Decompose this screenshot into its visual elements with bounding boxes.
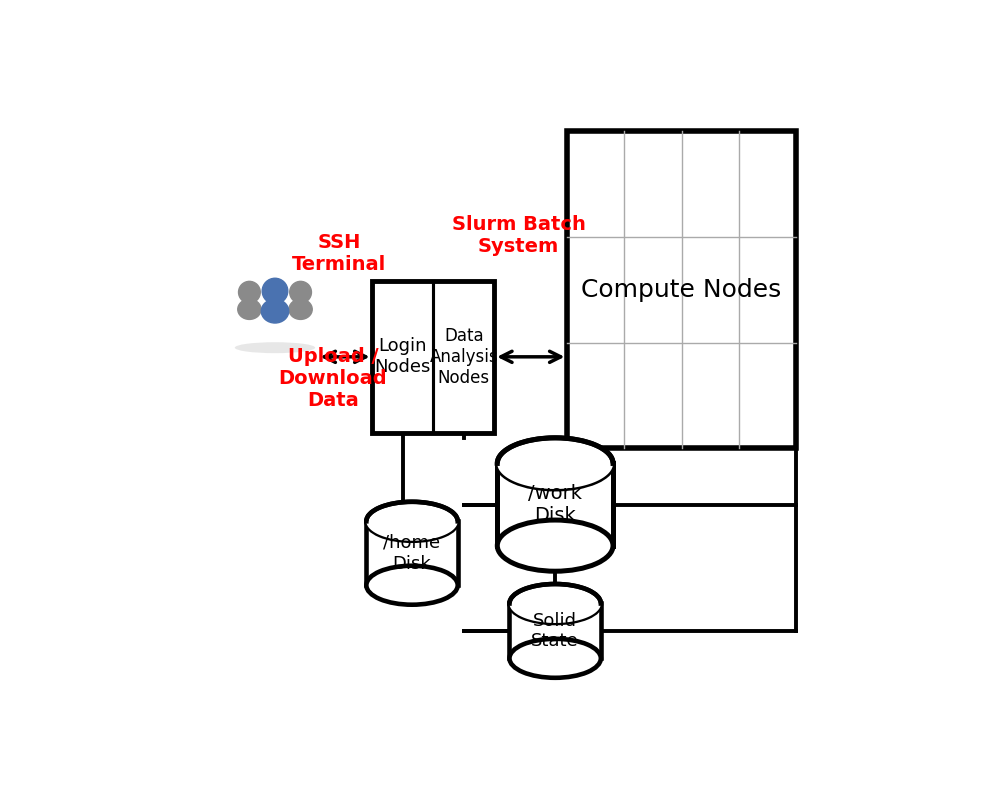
Ellipse shape [366, 566, 458, 604]
Text: Login
Nodes: Login Nodes [374, 338, 432, 377]
Bar [567, 131, 796, 448]
Ellipse shape [509, 584, 601, 623]
Ellipse shape [234, 343, 315, 353]
Circle shape [290, 282, 312, 303]
Text: Upload /
Download
Data: Upload / Download Data [279, 346, 387, 410]
Text: Slurm Batch
System: Slurm Batch System [452, 214, 585, 255]
Ellipse shape [237, 299, 262, 320]
Ellipse shape [509, 639, 601, 678]
Circle shape [238, 282, 261, 303]
Circle shape [263, 278, 288, 304]
Ellipse shape [497, 438, 613, 489]
Ellipse shape [289, 299, 312, 320]
Ellipse shape [497, 520, 613, 571]
Text: /work
Disk: /work Disk [528, 484, 582, 525]
Text: SSH
Terminal: SSH Terminal [292, 233, 386, 274]
Ellipse shape [366, 501, 458, 541]
Text: /home
Disk: /home Disk [383, 534, 441, 573]
Text: Compute Nodes: Compute Nodes [581, 278, 782, 302]
FancyBboxPatch shape [366, 521, 458, 585]
Polygon shape [509, 604, 601, 623]
Text: Data
Analysis
Nodes: Data Analysis Nodes [430, 327, 498, 387]
FancyBboxPatch shape [497, 464, 613, 546]
Text: Solid
State: Solid State [531, 611, 579, 650]
Polygon shape [497, 464, 613, 489]
Bar [372, 281, 494, 433]
FancyBboxPatch shape [509, 604, 601, 658]
Ellipse shape [262, 299, 289, 323]
Polygon shape [366, 521, 458, 541]
